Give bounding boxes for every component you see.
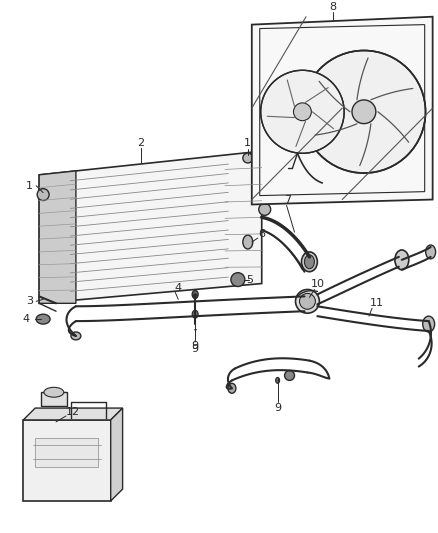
Polygon shape <box>23 408 123 420</box>
Text: 12: 12 <box>66 407 80 417</box>
Text: 9: 9 <box>191 344 199 354</box>
Ellipse shape <box>261 70 344 154</box>
Polygon shape <box>39 151 262 303</box>
Ellipse shape <box>71 332 81 340</box>
Ellipse shape <box>426 245 436 259</box>
Ellipse shape <box>395 250 409 270</box>
Ellipse shape <box>243 153 253 163</box>
Ellipse shape <box>231 273 245 287</box>
Ellipse shape <box>285 370 294 381</box>
Ellipse shape <box>300 294 315 309</box>
Ellipse shape <box>302 51 426 173</box>
Text: 8: 8 <box>330 2 337 12</box>
Text: 6: 6 <box>258 229 265 239</box>
Text: 5: 5 <box>246 274 253 285</box>
Ellipse shape <box>192 310 198 318</box>
Polygon shape <box>252 17 433 205</box>
Ellipse shape <box>243 235 253 249</box>
Polygon shape <box>111 408 123 501</box>
Ellipse shape <box>423 316 434 332</box>
Ellipse shape <box>259 204 271 215</box>
Ellipse shape <box>304 255 314 269</box>
Ellipse shape <box>276 377 279 383</box>
Ellipse shape <box>293 103 311 120</box>
Ellipse shape <box>301 252 318 272</box>
Ellipse shape <box>37 189 49 200</box>
Text: 4: 4 <box>23 314 30 324</box>
Bar <box>35 438 98 467</box>
Text: 4: 4 <box>175 282 182 293</box>
Ellipse shape <box>352 100 376 124</box>
Text: 10: 10 <box>311 279 325 288</box>
Ellipse shape <box>296 289 319 313</box>
Text: 11: 11 <box>370 298 384 308</box>
Text: 9: 9 <box>191 341 199 351</box>
Ellipse shape <box>36 314 50 324</box>
Text: 9: 9 <box>274 403 281 413</box>
Text: 3: 3 <box>26 296 33 306</box>
Ellipse shape <box>228 383 236 393</box>
Ellipse shape <box>192 290 198 298</box>
Polygon shape <box>39 171 76 303</box>
Ellipse shape <box>193 294 197 298</box>
Bar <box>41 392 67 406</box>
Text: 1: 1 <box>26 181 33 191</box>
Ellipse shape <box>44 387 64 397</box>
Text: 2: 2 <box>137 138 144 148</box>
Text: 1: 1 <box>244 138 251 148</box>
Text: 7: 7 <box>284 195 291 205</box>
Bar <box>23 420 111 501</box>
Text: ↓: ↓ <box>192 324 199 333</box>
